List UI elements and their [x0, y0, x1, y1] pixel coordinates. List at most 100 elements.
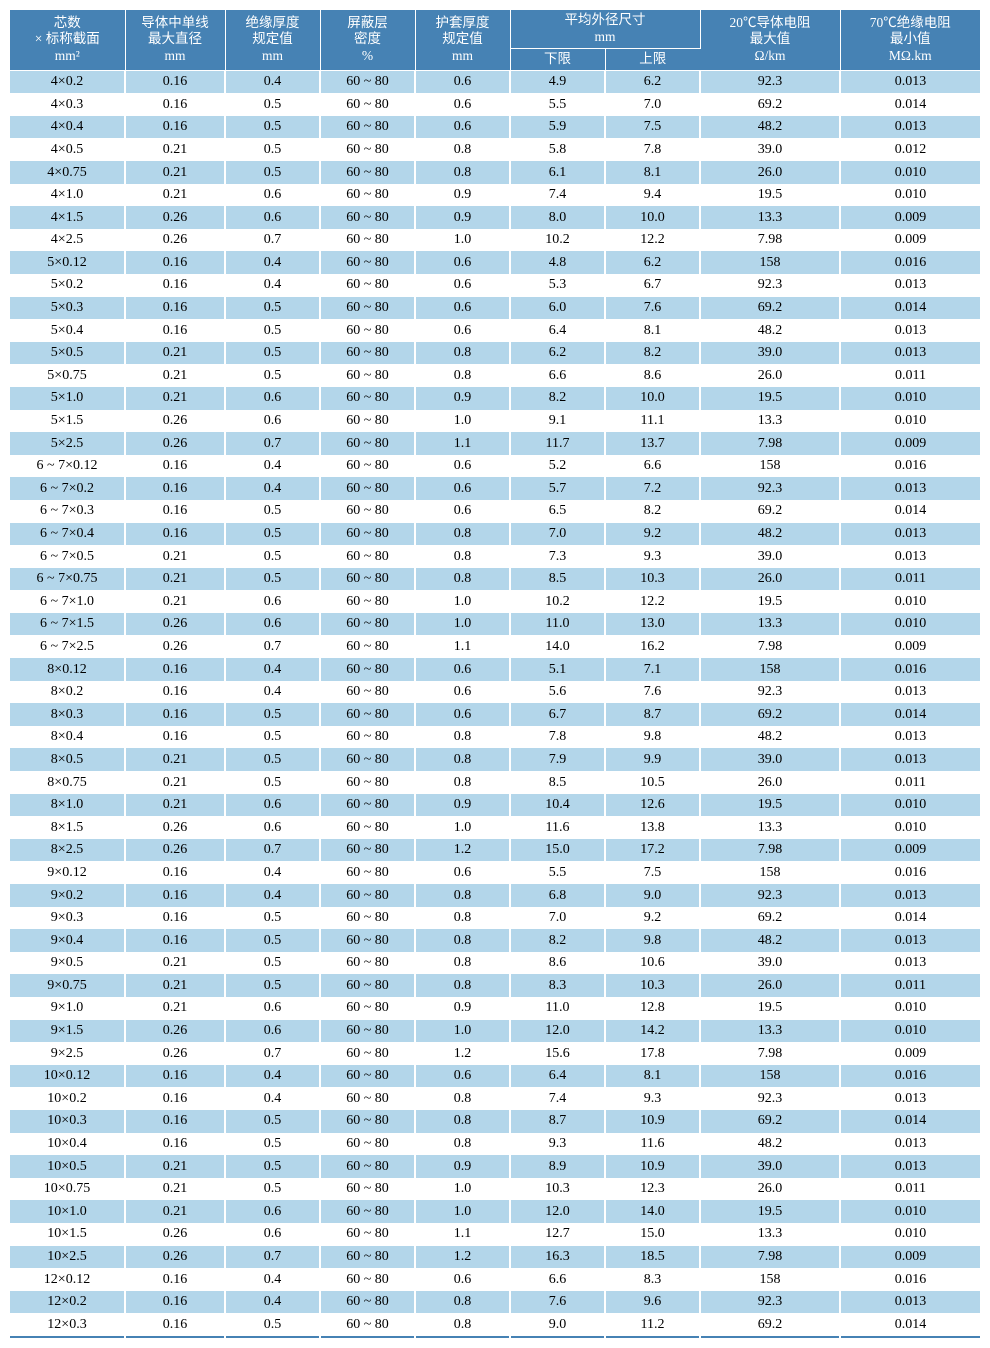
cell: 8.0 — [510, 206, 605, 229]
cell: 158 — [700, 861, 840, 884]
cell: 158 — [700, 455, 840, 478]
cell: 0.013 — [840, 681, 980, 704]
cell: 7.5 — [605, 861, 700, 884]
cell: 9.3 — [510, 1133, 605, 1156]
cell: 8×0.3 — [10, 703, 125, 726]
cell: 13.3 — [700, 613, 840, 636]
cell: 0.9 — [415, 184, 510, 207]
table-row: 12×0.20.160.460 ~ 800.87.69.692.30.013 — [10, 1291, 980, 1314]
table-row: 9×0.50.210.560 ~ 800.88.610.639.00.013 — [10, 952, 980, 975]
cell: 8×1.0 — [10, 794, 125, 817]
cell: 0.5 — [225, 116, 320, 139]
cell: 6.4 — [510, 1065, 605, 1088]
cell: 60 ~ 80 — [320, 748, 415, 771]
cell: 0.012 — [840, 138, 980, 161]
cell: 0.6 — [225, 184, 320, 207]
cell: 0.8 — [415, 523, 510, 546]
cell: 8.1 — [605, 161, 700, 184]
cell: 18.5 — [605, 1246, 700, 1269]
cell: 60 ~ 80 — [320, 590, 415, 613]
cell: 0.013 — [840, 1291, 980, 1314]
cell: 7.1 — [605, 658, 700, 681]
cell: 0.4 — [225, 274, 320, 297]
cell: 0.6 — [415, 319, 510, 342]
cell: 0.16 — [125, 726, 225, 749]
cell: 0.009 — [840, 432, 980, 455]
cell: 0.16 — [125, 703, 225, 726]
cell: 60 ~ 80 — [320, 1268, 415, 1291]
cell: 7.4 — [510, 184, 605, 207]
table-row: 12×0.30.160.560 ~ 800.89.011.269.20.014 — [10, 1313, 980, 1337]
cell: 0.013 — [840, 929, 980, 952]
cell: 8.6 — [605, 364, 700, 387]
cell: 19.5 — [700, 590, 840, 613]
cell: 10.0 — [605, 387, 700, 410]
cell: 0.8 — [415, 545, 510, 568]
cell: 60 ~ 80 — [320, 274, 415, 297]
cell: 60 ~ 80 — [320, 138, 415, 161]
cell: 92.3 — [700, 1291, 840, 1314]
cell: 0.4 — [225, 1268, 320, 1291]
cell: 11.0 — [510, 613, 605, 636]
cell: 9×0.4 — [10, 929, 125, 952]
cell: 12.8 — [605, 997, 700, 1020]
cell: 0.6 — [225, 387, 320, 410]
cell: 14.0 — [605, 1200, 700, 1223]
cell: 1.0 — [415, 1020, 510, 1043]
table-row: 5×0.50.210.560 ~ 800.86.28.239.00.013 — [10, 342, 980, 365]
cell: 39.0 — [700, 545, 840, 568]
cell: 0.013 — [840, 1155, 980, 1178]
cell: 0.010 — [840, 387, 980, 410]
cell: 0.011 — [840, 771, 980, 794]
cell: 0.21 — [125, 1200, 225, 1223]
table-row: 6 ~ 7×1.50.260.660 ~ 801.011.013.013.30.… — [10, 613, 980, 636]
cell: 92.3 — [700, 70, 840, 93]
cell: 8.3 — [510, 974, 605, 997]
cell: 0.5 — [225, 319, 320, 342]
hdr-avg-outer-diameter: 平均外径尺寸 mm — [510, 10, 700, 48]
cell: 0.6 — [415, 297, 510, 320]
cell: 69.2 — [700, 500, 840, 523]
cell: 8×2.5 — [10, 839, 125, 862]
cell: 4×0.3 — [10, 93, 125, 116]
cell: 0.26 — [125, 1042, 225, 1065]
cell: 0.6 — [415, 70, 510, 93]
cell: 15.0 — [510, 839, 605, 862]
cell: 9×2.5 — [10, 1042, 125, 1065]
cell: 0.4 — [225, 251, 320, 274]
cell: 9.3 — [605, 1087, 700, 1110]
table-row: 4×0.750.210.560 ~ 800.86.18.126.00.010 — [10, 161, 980, 184]
table-row: 10×2.50.260.760 ~ 801.216.318.57.980.009 — [10, 1246, 980, 1269]
cell: 0.8 — [415, 364, 510, 387]
cell: 0.5 — [225, 974, 320, 997]
cell: 60 ~ 80 — [320, 455, 415, 478]
cell: 5.3 — [510, 274, 605, 297]
cell: 158 — [700, 1065, 840, 1088]
cell: 0.013 — [840, 319, 980, 342]
cell: 0.011 — [840, 568, 980, 591]
cell: 0.26 — [125, 410, 225, 433]
table-row: 8×0.20.160.460 ~ 800.65.67.692.30.013 — [10, 681, 980, 704]
cell: 0.26 — [125, 635, 225, 658]
cell: 69.2 — [700, 93, 840, 116]
cell: 9×1.0 — [10, 997, 125, 1020]
hdr-core-crosssection: 芯数 × 标称截面 mm² — [10, 10, 125, 70]
cell: 12×0.12 — [10, 1268, 125, 1291]
cell: 0.16 — [125, 861, 225, 884]
cell: 0.010 — [840, 794, 980, 817]
table-header: 芯数 × 标称截面 mm² 导体中单线 最大直径 mm 绝缘厚度 规定值 mm … — [10, 10, 980, 70]
table-row: 6 ~ 7×0.30.160.560 ~ 800.66.58.269.20.01… — [10, 500, 980, 523]
cell: 9.9 — [605, 748, 700, 771]
cell: 39.0 — [700, 342, 840, 365]
cell: 14.2 — [605, 1020, 700, 1043]
cell: 5.2 — [510, 455, 605, 478]
cell: 69.2 — [700, 703, 840, 726]
cell: 69.2 — [700, 297, 840, 320]
cell: 0.4 — [225, 658, 320, 681]
cell: 4.8 — [510, 251, 605, 274]
cell: 0.21 — [125, 771, 225, 794]
cell: 0.013 — [840, 477, 980, 500]
cell: 13.3 — [700, 816, 840, 839]
table-row: 10×0.50.210.560 ~ 800.98.910.939.00.013 — [10, 1155, 980, 1178]
cell: 0.21 — [125, 545, 225, 568]
